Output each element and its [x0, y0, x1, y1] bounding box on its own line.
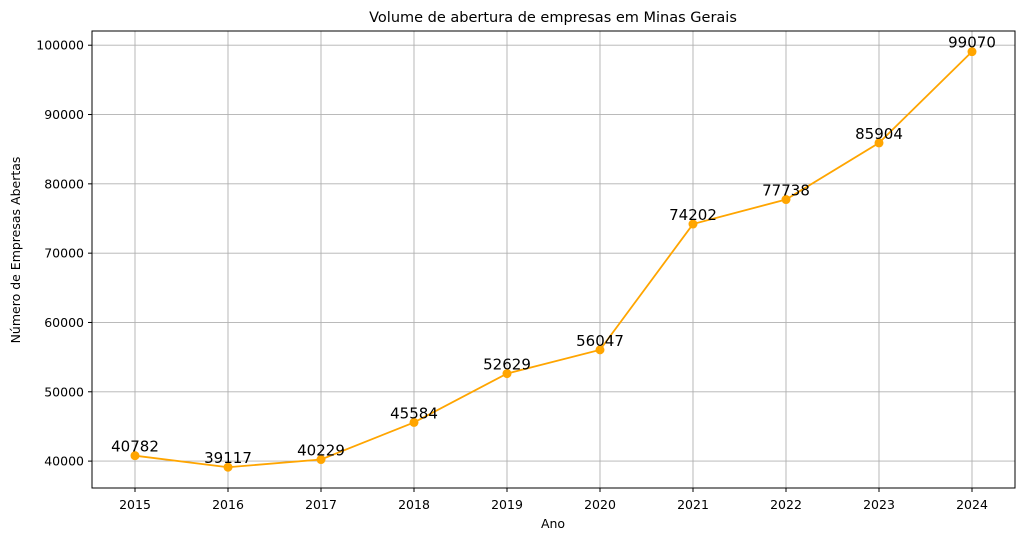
- y-tick-label: 70000: [44, 246, 84, 261]
- data-label: 74202: [669, 206, 717, 224]
- y-tick-label: 100000: [36, 38, 84, 53]
- x-tick-label: 2018: [398, 497, 430, 512]
- x-tick-label: 2019: [491, 497, 523, 512]
- series-line: [134, 51, 973, 469]
- x-tick-label: 2020: [584, 497, 616, 512]
- data-point: [688, 219, 698, 229]
- y-tick-label: 40000: [44, 454, 84, 469]
- series-line-group: [134, 51, 973, 469]
- data-point: [223, 462, 233, 472]
- x-axis-title: Ano: [541, 516, 565, 531]
- data-label: 39117: [204, 449, 252, 467]
- y-tick-label: 80000: [44, 176, 84, 191]
- data-point: [130, 451, 140, 461]
- data-labels: 40782 39117 40229 45584 52629 56047 74202 77738…: [111, 34, 996, 468]
- y-axis-ticks: 40000 50000 60000 70000 80000 90000 100000: [36, 38, 92, 469]
- x-tick-label: 2024: [956, 497, 988, 512]
- data-point: [781, 195, 791, 205]
- data-label: 99070: [948, 34, 996, 52]
- data-point: [967, 47, 977, 57]
- x-tick-label: 2023: [863, 497, 895, 512]
- chart-title: Volume de abertura de empresas em Minas …: [369, 10, 737, 26]
- x-tick-label: 2016: [212, 497, 244, 512]
- data-points: [130, 47, 977, 472]
- y-axis-title: Número de Empresas Abertas: [8, 157, 23, 344]
- data-point: [316, 455, 326, 465]
- data-point: [595, 345, 605, 355]
- x-tick-label: 2022: [770, 497, 802, 512]
- y-tick-label: 50000: [44, 384, 84, 399]
- y-tick-label: 60000: [44, 315, 84, 330]
- data-label: 45584: [390, 404, 438, 422]
- data-point: [409, 417, 419, 427]
- data-label: 40782: [111, 438, 159, 456]
- data-label: 56047: [576, 332, 624, 350]
- x-tick-label: 2021: [677, 497, 709, 512]
- data-label: 40229: [297, 442, 345, 460]
- grid: [92, 31, 1015, 488]
- data-label: 77738: [762, 182, 810, 200]
- data-point: [874, 138, 884, 148]
- y-tick-label: 90000: [44, 107, 84, 122]
- data-label: 52629: [483, 356, 531, 374]
- data-label: 85904: [855, 125, 903, 143]
- plot-frame: [91, 30, 1016, 489]
- data-point: [502, 369, 512, 379]
- x-tick-label: 2015: [119, 497, 151, 512]
- x-axis-ticks: 2015 2016 2017 2018 2019 2020 2021 2022 2023 2024: [119, 488, 988, 512]
- x-tick-label: 2017: [305, 497, 337, 512]
